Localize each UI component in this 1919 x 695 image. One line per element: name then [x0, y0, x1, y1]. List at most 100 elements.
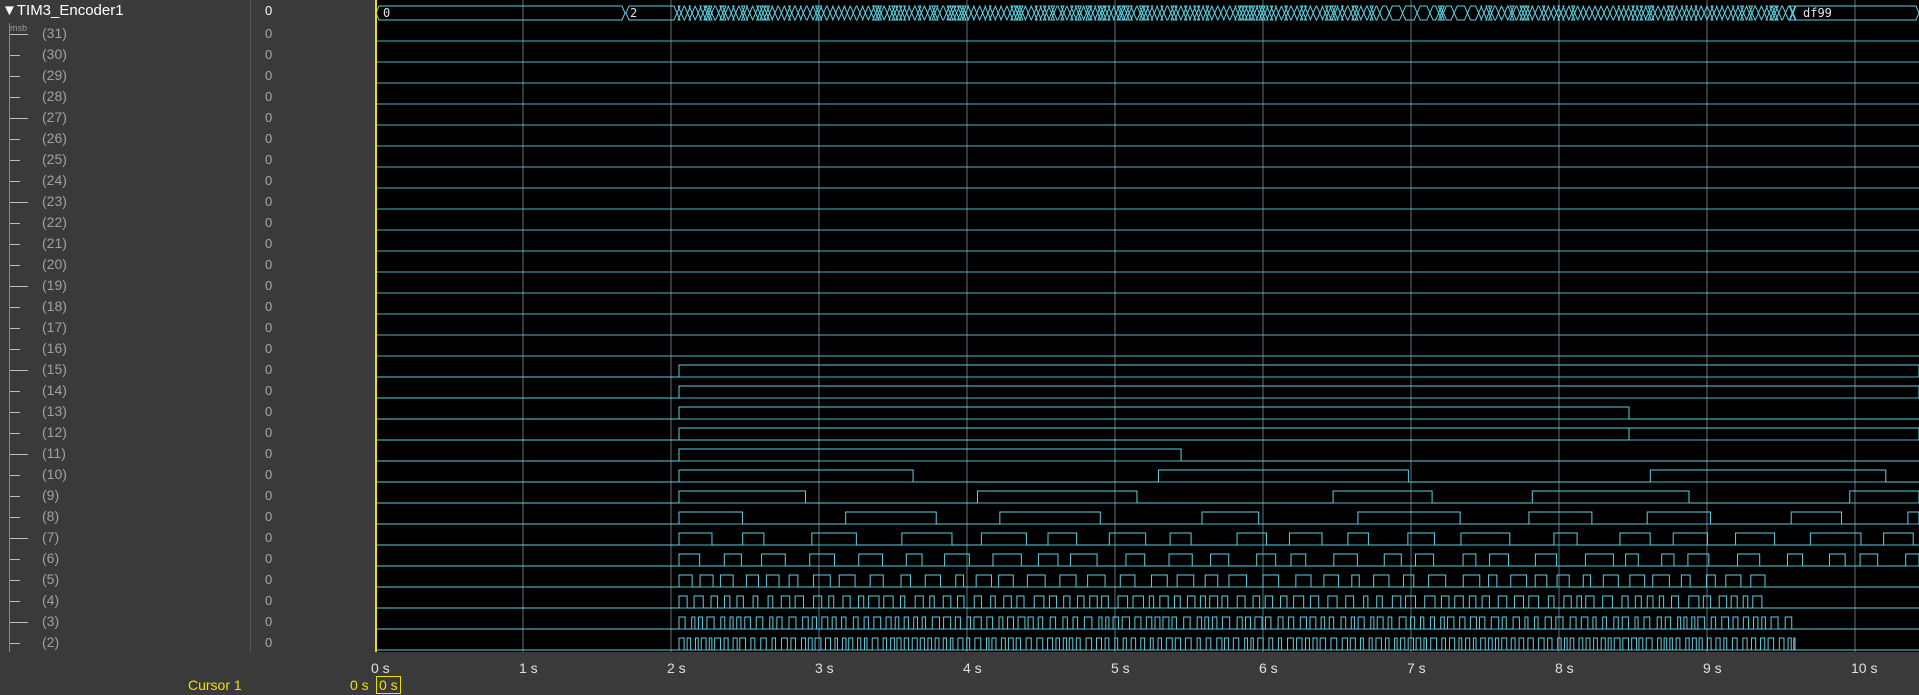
bus-transition — [835, 5, 843, 21]
bus-transition — [1183, 5, 1189, 21]
bus-transition — [846, 5, 854, 21]
bus-transition — [1177, 5, 1185, 21]
bus-transition — [894, 5, 900, 21]
bus-transition — [1339, 5, 1345, 21]
bit-value: 0 — [265, 26, 273, 41]
bit-label: (19) — [42, 277, 67, 293]
bus-transition — [1232, 5, 1239, 21]
bus-transition — [1149, 5, 1155, 21]
bus-transition — [1003, 5, 1011, 21]
bus-transition — [823, 5, 831, 21]
tree-line — [9, 170, 10, 191]
bus-transition — [1751, 5, 1759, 21]
bus-transition — [911, 5, 919, 21]
bit-label: (15) — [42, 361, 67, 377]
bus-transition — [1565, 5, 1573, 21]
bus-transition — [1642, 5, 1649, 21]
bus-transition — [1063, 5, 1071, 21]
bus-transition — [1199, 5, 1207, 21]
bit-label: (17) — [42, 319, 67, 335]
tree-line — [9, 254, 10, 275]
bus-transition — [1730, 5, 1737, 21]
bus-transition — [1192, 5, 1198, 21]
tree-tick — [10, 118, 28, 119]
bus-transition — [901, 5, 908, 21]
bit-label: (20) — [42, 256, 67, 272]
bus-transition — [1718, 5, 1726, 21]
cursor-time-box[interactable]: 0 s — [376, 676, 401, 694]
tree-tick — [10, 34, 28, 35]
group-signal-name[interactable]: ▼TIM3_Encoder1 — [2, 2, 124, 19]
tree-tick — [10, 181, 20, 182]
tree-line — [9, 233, 10, 254]
bus-transition — [1272, 5, 1279, 21]
bit-value: 0 — [265, 47, 273, 62]
bit-waveform — [375, 406, 1919, 420]
bus-transition — [802, 5, 811, 21]
bus-transition — [1312, 5, 1321, 21]
bus-transition — [749, 5, 757, 21]
bit-label: (5) — [42, 571, 60, 587]
bit-value: 0 — [265, 152, 273, 167]
bit-waveform — [375, 469, 1919, 483]
bit-waveform — [375, 448, 1919, 462]
bus-transition — [1483, 5, 1490, 21]
bit-waveform — [375, 637, 1919, 651]
bit-value: 0 — [265, 635, 273, 650]
bit-waveform — [375, 553, 1919, 567]
bus-transition — [1009, 5, 1015, 21]
bus-transition — [743, 5, 751, 21]
bus-transition — [791, 5, 799, 21]
tree-tick — [10, 433, 20, 434]
bit-value: 0 — [265, 488, 273, 503]
bus-transition — [1254, 5, 1260, 21]
waveform-area[interactable]: 0 2 df99 — [375, 0, 1919, 652]
bus-transition — [1512, 5, 1521, 21]
bit-value: 0 — [265, 446, 273, 461]
bus-transition — [1743, 5, 1750, 21]
bus-transition — [686, 5, 693, 21]
bit-label: (4) — [42, 592, 60, 608]
cursor-time: 0 s — [350, 677, 369, 693]
tree-line — [9, 632, 10, 653]
bus-transition — [724, 5, 732, 21]
bus-transition — [1416, 5, 1431, 21]
bit-label: (12) — [42, 424, 67, 440]
cursor-name[interactable]: Cursor 1 — [188, 677, 242, 693]
tree-tick — [10, 475, 20, 476]
tree-line — [9, 380, 10, 401]
tree-line — [9, 527, 10, 548]
bus-transition — [1128, 5, 1135, 21]
bus-transition — [1665, 5, 1672, 21]
tree-tick — [10, 202, 28, 203]
tree-line — [9, 422, 10, 443]
bit-label: (16) — [42, 340, 67, 356]
tree-tick — [10, 412, 20, 413]
bus-transition — [1778, 5, 1787, 21]
bus-transition — [864, 5, 872, 21]
bus-transition — [1442, 5, 1455, 21]
bus-transition — [886, 5, 893, 21]
bus-transition — [1654, 5, 1662, 21]
expand-triangle-icon[interactable]: ▼ — [2, 2, 17, 19]
bus-transition — [1033, 5, 1039, 21]
bit-label: (3) — [42, 613, 60, 629]
bit-waveform — [375, 532, 1919, 546]
bus-transition — [1357, 5, 1365, 21]
bus-transition — [1774, 5, 1780, 21]
bit-label: (26) — [42, 130, 67, 146]
bus-transition — [1334, 5, 1341, 21]
bus-transition — [956, 5, 962, 21]
bus-transition — [1650, 5, 1656, 21]
bus-transition — [1088, 5, 1094, 21]
bit-waveform — [375, 427, 1919, 441]
tree-line — [9, 317, 10, 338]
bit-waveform — [375, 385, 1919, 399]
bus-transition — [1478, 5, 1485, 21]
bit-label: (14) — [42, 382, 67, 398]
bus-transition — [1709, 5, 1715, 21]
bit-value: 0 — [265, 110, 273, 125]
bus-transition — [934, 5, 941, 21]
tree-tick — [10, 559, 20, 560]
bit-value: 0 — [265, 257, 273, 272]
